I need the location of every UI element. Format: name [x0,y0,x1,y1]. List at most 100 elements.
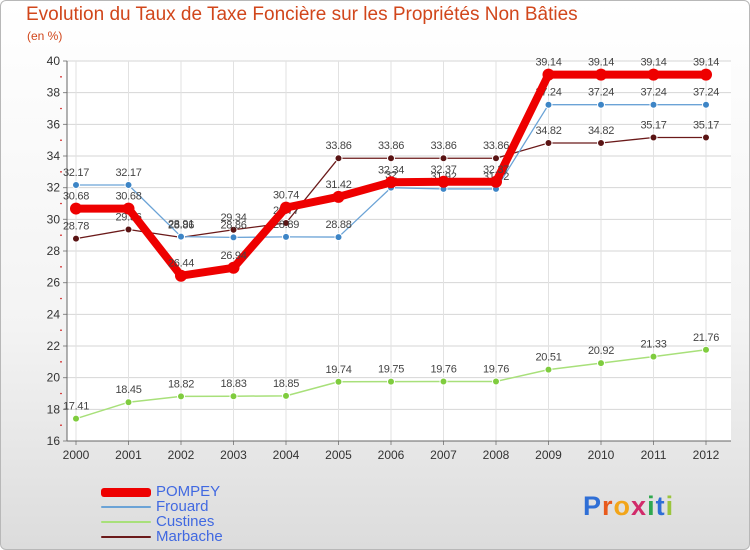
data-point-frouard [282,232,290,241]
data-point-frouard [177,232,185,241]
data-point-pompey [332,190,345,203]
x-tick-label: 2009 [535,448,562,462]
y-tick-label: 18 [47,402,61,416]
data-label-custines: 21.76 [693,332,719,344]
data-point-marbache [72,234,80,243]
legend-label: Custines [156,513,215,530]
logo-letter: r [602,491,614,521]
logo-letter: P [583,491,603,521]
y-tick-label: 36 [47,117,61,131]
y-minor-tick [60,107,62,110]
data-label-marbache: 35.17 [640,119,666,131]
data-point-pompey [385,176,397,189]
data-label-frouard: 37.24 [640,87,666,99]
y-tick-label: 30 [47,212,61,226]
y-tick-label: 20 [47,371,61,385]
x-tick-label: 2000 [63,448,90,462]
data-point-pompey [122,202,135,215]
y-minor-tick [60,202,62,205]
data-point-pompey [700,68,712,81]
legend-label: POMPEY [156,483,221,500]
data-point-frouard [649,100,658,109]
data-label-pompey: 26.94 [220,250,246,262]
data-point-custines [597,359,605,368]
y-tick-label: 32 [47,181,61,195]
data-point-pompey [175,269,187,282]
legend-label: Marbache [156,528,223,545]
data-label-custines: 19.76 [430,363,456,375]
data-point-marbache [124,225,133,234]
data-label-frouard: 37.24 [588,87,614,99]
x-tick-label: 2011 [641,448,667,462]
data-point-marbache [597,139,605,148]
data-label-pompey: 30.68 [63,191,89,203]
data-label-custines: 18.83 [220,378,246,390]
legend-swatch [101,487,151,497]
data-label-marbache: 33.86 [430,140,456,152]
data-label-custines: 20.92 [588,345,614,357]
y-tick-label: 22 [47,339,61,353]
x-tick-label: 2007 [430,448,457,462]
data-point-frouard [229,233,238,242]
data-point-frouard [334,233,343,242]
data-point-custines [702,345,710,354]
x-tick-label: 2003 [220,448,247,462]
data-point-custines [334,377,343,386]
x-tick-label: 2006 [378,448,405,462]
y-tick-label: 38 [47,86,61,100]
logo-letter: i [665,491,675,521]
data-label-marbache: 34.82 [588,125,614,137]
data-point-marbache [544,139,553,148]
data-point-custines [282,391,290,400]
data-label-frouard: 28.91 [168,219,194,231]
data-point-pompey [70,202,82,215]
data-point-marbache [282,218,290,227]
data-point-marbache [439,154,448,163]
data-label-marbache: 33.86 [483,140,509,152]
data-label-marbache: 29.34 [220,212,246,224]
data-point-custines [439,377,448,386]
data-point-custines [124,398,133,407]
data-point-pompey [437,175,450,188]
data-point-marbache [649,133,658,142]
y-tick-label: 26 [47,276,61,290]
y-tick-label: 16 [47,434,61,448]
logo-letter: i [647,491,656,521]
data-point-custines [387,377,395,386]
data-label-marbache: 35.17 [693,119,719,131]
data-label-custines: 18.85 [273,378,299,390]
data-label-custines: 18.45 [115,384,141,396]
y-minor-tick [60,329,62,331]
data-point-custines [544,365,553,374]
legend-swatch [101,506,151,508]
legend-swatch [101,536,151,538]
y-tick-label: 34 [47,149,61,163]
data-label-frouard: 28.89 [273,219,299,231]
data-point-pompey [280,201,292,214]
y-minor-tick [60,424,62,426]
data-label-pompey: 32.34 [378,164,404,176]
data-point-marbache [229,225,238,234]
data-label-pompey: 39.14 [588,57,614,69]
proxiti-logo: Proxiti [583,491,674,522]
y-tick-label: 28 [47,244,61,258]
x-tick-label: 2010 [588,448,615,462]
data-label-marbache: 33.86 [378,140,404,152]
data-label-frouard: 28.86 [220,219,246,231]
data-label-frouard: 32.17 [63,167,89,179]
data-label-custines: 20.51 [535,352,561,364]
x-tick-label: 2002 [168,448,195,462]
data-label-pompey: 31.42 [325,179,351,191]
data-label-marbache: 34.82 [535,125,561,137]
data-point-custines [649,352,658,361]
x-tick-label: 2012 [693,448,720,462]
data-label-marbache: 28.86 [168,219,194,231]
y-minor-tick [60,139,62,141]
data-label-custines: 19.75 [378,364,404,376]
data-label-custines: 17.41 [63,401,89,413]
data-point-custines [492,377,500,386]
legend-label: Frouard [156,498,209,515]
y-tick-label: 40 [47,54,61,68]
logo-letter: o [613,491,632,521]
